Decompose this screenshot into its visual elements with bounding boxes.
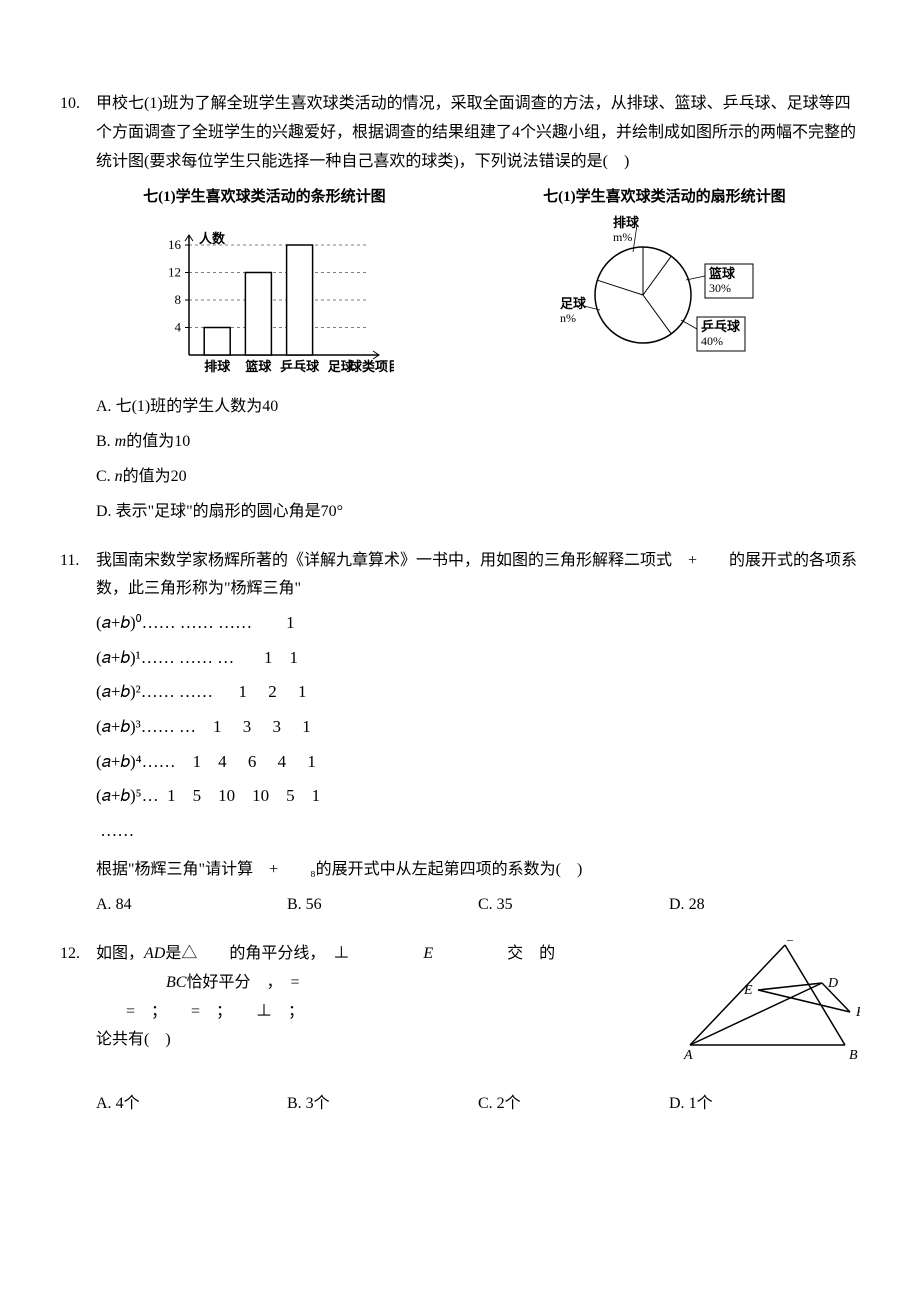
q12-opt-a-text: 4个 (116, 1095, 140, 1112)
q11-opt-c: C. 35 (478, 891, 669, 920)
svg-text:m%: m% (613, 230, 632, 244)
q12-opt-d: D. 1个 (669, 1090, 860, 1119)
q10-charts: 七(1)学生喜欢球类活动的条形统计图 人数481216排球篮球乒乓球足球球类项目… (60, 184, 860, 385)
svg-text:篮球: 篮球 (245, 359, 273, 374)
q10-opt-a: A. 七(1)班的学生人数为40 (96, 393, 860, 422)
q12-opt-b-text: 3个 (306, 1095, 330, 1112)
q11-opt-b-text: 56 (306, 896, 322, 913)
yanghui-row: …… (96, 816, 860, 847)
question-11: 11. 我国南宋数学家杨辉所著的《详解九章算术》一书中，用如图的三角形解释二项式… (60, 547, 860, 920)
q11-opt-c-text: 35 (497, 896, 513, 913)
q12-number: 12. (60, 940, 96, 969)
svg-text:40%: 40% (701, 334, 723, 348)
q10-header: 10. 甲校七(1)班为了解全班学生喜欢球类活动的情况，采取全面调查的方法，从排… (60, 90, 860, 176)
q12-opt-c: C. 2个 (478, 1090, 669, 1119)
q11-stem-a: 我国南宋数学家杨辉所著的《详解九章算术》一书中，用如图的三角形解释二项式 + 的… (96, 547, 860, 605)
svg-text:4: 4 (175, 320, 182, 335)
q12-line2: BC恰好平分 ， = (166, 969, 660, 998)
q10-pie-title: 七(1)学生喜欢球类活动的扇形统计图 (543, 184, 786, 211)
q12-l2r: 恰好平分 ， = (186, 974, 299, 991)
q11-opt-d: D. 28 (669, 891, 860, 920)
question-12: 12. 如图，AD是△ 的角平分线， ⊥ E 交 的 BC恰好平分 ， = = … (60, 940, 860, 1119)
q12-l1a: 如图， (96, 945, 144, 962)
q12-opt-d-text: 1个 (689, 1095, 713, 1112)
svg-text:足球: 足球 (560, 296, 587, 311)
yanghui-row: (𝑎+𝑏)³…… … 1 3 3 1 (96, 712, 860, 743)
q10-number: 10. (60, 90, 96, 119)
yanghui-triangle: (𝑎+𝑏)⁰…… …… …… 1 (𝑎+𝑏)¹…… …… … 1 1(𝑎+𝑏)²…… (96, 608, 860, 846)
q10-opt-a-text: 七(1)班的学生人数为40 (116, 398, 279, 415)
q11-opt-b: B. 56 (287, 891, 478, 920)
q12-opt-a: A. 4个 (96, 1090, 287, 1119)
q10-opt-d: D. 表示"足球"的扇形的圆心角是70° (96, 498, 860, 527)
svg-text:n%: n% (560, 311, 576, 325)
yanghui-row: (𝑎+𝑏)¹…… …… … 1 1 (96, 643, 860, 674)
svg-text:B: B (849, 1048, 858, 1060)
svg-text:篮球: 篮球 (708, 266, 736, 281)
yanghui-row: (𝑎+𝑏)⁰…… …… …… 1 (96, 608, 860, 639)
q11-opt-a: A. 84 (96, 891, 287, 920)
svg-text:排球: 排球 (205, 359, 232, 374)
q10-opt-c: C. n的值为20 (96, 463, 860, 492)
svg-text:16: 16 (168, 237, 182, 252)
q11-header: 11. 我国南宋数学家杨辉所著的《详解九章算术》一书中，用如图的三角形解释二项式… (60, 547, 860, 605)
q12-opt-c-text: 2个 (497, 1095, 521, 1112)
q12-options: A. 4个 B. 3个 C. 2个 D. 1个 (96, 1090, 860, 1119)
q12-l1b: 是△ 的角平分线， ⊥ (165, 945, 349, 962)
yanghui-row: (𝑎+𝑏)⁵… 1 5 10 10 5 1 (96, 781, 860, 812)
q12-line1: 如图，AD是△ 的角平分线， ⊥ E 交 的 (96, 940, 660, 969)
q10-bar-chart: 七(1)学生喜欢球类活动的条形统计图 人数481216排球篮球乒乓球足球球类项目 (134, 184, 394, 385)
q10-pie-chart: 七(1)学生喜欢球类活动的扇形统计图 排球m% 篮球30% 乒乓球40% 足球n% (543, 184, 786, 375)
svg-text:乒乓球: 乒乓球 (280, 359, 320, 374)
pie-chart-svg: 排球m% 篮球30% 乒乓球40% 足球n% (543, 215, 783, 375)
svg-text:12: 12 (168, 265, 181, 280)
q10-options: A. 七(1)班的学生人数为40 B. m的值为10 C. n的值为20 D. … (96, 393, 860, 526)
q10-opt-b: B. m的值为10 (96, 428, 860, 457)
svg-text:30%: 30% (709, 281, 731, 295)
svg-text:F: F (855, 1005, 860, 1020)
q12-opt-b: B. 3个 (287, 1090, 478, 1119)
q10-opt-d-text: 表示"足球"的扇形的圆心角是70° (116, 503, 343, 520)
q12-body: 如图，AD是△ 的角平分线， ⊥ E 交 的 BC恰好平分 ， = = ； = … (96, 940, 860, 1060)
q11-stem-b: 根据"杨辉三角"请计算 + ₈的展开式中从左起第四项的系数为( ) (96, 856, 860, 885)
yanghui-row: (𝑎+𝑏)²…… …… 1 2 1 (96, 677, 860, 708)
q10-stem: 甲校七(1)班为了解全班学生喜欢球类活动的情况，采取全面调查的方法，从排球、篮球… (96, 90, 860, 176)
triangle-diagram-svg: A B C D E F (680, 940, 860, 1060)
q12-header: 12. 如图，AD是△ 的角平分线， ⊥ E 交 的 BC恰好平分 ， = = … (60, 940, 860, 1060)
svg-text:人数: 人数 (199, 231, 226, 246)
yanghui-row: (𝑎+𝑏)⁴…… 1 4 6 4 1 (96, 747, 860, 778)
svg-text:D: D (827, 976, 838, 991)
svg-text:C: C (785, 940, 795, 945)
svg-text:乒乓球: 乒乓球 (701, 319, 741, 334)
q11-options: A. 84 B. 56 C. 35 D. 28 (96, 891, 860, 920)
q10-opt-b-text: 的值为10 (126, 433, 190, 450)
svg-text:E: E (743, 983, 753, 998)
q12-text: 如图，AD是△ 的角平分线， ⊥ E 交 的 BC恰好平分 ， = = ； = … (96, 940, 660, 1055)
q12-l1c: 交 的 (507, 945, 555, 962)
svg-text:8: 8 (175, 292, 182, 307)
q12-figure: A B C D E F (680, 940, 860, 1060)
svg-text:A: A (683, 1048, 693, 1060)
q11-opt-a-text: 84 (116, 896, 132, 913)
q12-line3: = ； = ； ⊥ ； (126, 998, 660, 1027)
question-10: 10. 甲校七(1)班为了解全班学生喜欢球类活动的情况，采取全面调查的方法，从排… (60, 90, 860, 527)
bar-chart-svg: 人数481216排球篮球乒乓球足球球类项目 (134, 215, 394, 385)
q10-opt-c-text: 的值为20 (123, 468, 187, 485)
q10-bar-title: 七(1)学生喜欢球类活动的条形统计图 (134, 184, 394, 211)
q11-number: 11. (60, 547, 96, 576)
q12-line4: 论共有( ) (96, 1026, 660, 1055)
q12-l1E: E (423, 945, 433, 962)
q11-opt-d-text: 28 (689, 896, 705, 913)
svg-text:球类项目: 球类项目 (349, 359, 394, 374)
svg-text:排球: 排球 (613, 215, 640, 230)
